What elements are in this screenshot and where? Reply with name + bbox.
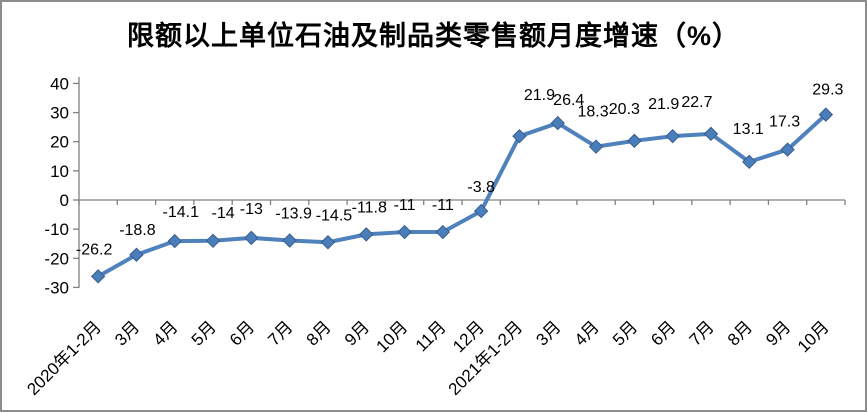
data-point-marker [435,224,451,240]
data-point-label: 26.4 [553,92,584,109]
y-axis-tick-label: -20 [44,249,69,268]
x-axis-category-label: 10月 [794,317,833,356]
y-axis-tick-label: -30 [44,278,69,297]
data-point-marker [397,224,412,240]
data-point-label: -11 [394,197,416,214]
data-point-label: 29.3 [812,82,843,99]
data-point-label: -13.9 [275,206,312,223]
data-point-label: -13 [240,201,263,218]
data-point-marker [359,227,374,242]
data-point-label: -3.8 [467,179,495,196]
data-point-label: -14.1 [163,204,200,221]
x-axis-category-label: 9月 [341,317,373,349]
y-axis-tick-label: 30 [50,104,69,123]
x-axis-category-label: 8月 [724,317,756,349]
x-axis-category-label: 2020年1-2月 [23,317,105,399]
x-axis-category-label: 10月 [373,317,412,356]
x-axis-category-label: 8月 [303,317,335,349]
data-point-label: -18.8 [119,222,156,239]
data-point-label: -26.2 [76,241,113,258]
x-axis-category-label: 11月 [412,317,450,355]
data-point-marker [90,269,106,284]
data-point-label: 13.1 [733,121,764,138]
x-axis-category-label: 5月 [188,317,220,349]
y-axis-tick-label: 40 [50,74,69,93]
data-point-label: 22.7 [681,94,712,111]
data-point-marker [282,233,297,248]
y-axis-tick-label: 0 [60,191,69,210]
data-point-marker [703,126,719,142]
data-point-marker [244,230,259,246]
y-axis-tick-label: 10 [50,162,69,181]
data-point-label: -14.5 [316,207,353,224]
x-axis-category-label: 7月 [686,317,718,349]
data-point-label: -11.8 [352,199,387,216]
data-point-marker [512,128,527,144]
data-point-marker [665,128,680,144]
data-point-label: 21.9 [648,96,679,113]
x-axis-category-label: 7月 [264,317,296,349]
data-point-marker [320,235,336,250]
data-point-marker [780,142,795,157]
data-point-marker [818,107,834,122]
x-axis-category-label: 6月 [647,317,679,349]
data-point-marker [627,133,642,149]
data-point-marker [205,233,221,249]
x-axis-category-label: 4月 [571,317,603,349]
y-axis-tick-label: 20 [50,133,69,152]
data-point-marker [742,154,757,170]
chart-title: 限额以上单位石油及制品类零售额月度增速（%） [126,21,740,51]
data-point-marker [167,233,182,249]
series-line [96,112,828,279]
x-axis-category-label: 9月 [762,317,794,349]
data-point-label: 18.3 [577,104,608,121]
data-point-marker [473,203,489,219]
data-point-marker [588,139,604,154]
x-axis-category-label: 3月 [111,317,143,349]
x-axis-category-label: 3月 [532,317,564,349]
data-point-label: 17.3 [769,114,800,131]
x-axis-category-label: 4月 [149,317,181,349]
x-axis-category-label: 5月 [609,317,641,349]
y-axis-tick-label: -10 [44,220,69,239]
x-axis-category-label: 6月 [226,317,258,349]
data-point-label: 20.3 [609,101,640,118]
data-point-label: -14 [211,205,234,222]
data-point-label: -11 [432,197,454,214]
data-point-marker [550,115,565,131]
data-point-label: 21.9 [524,87,555,104]
data-point-marker [129,247,144,262]
